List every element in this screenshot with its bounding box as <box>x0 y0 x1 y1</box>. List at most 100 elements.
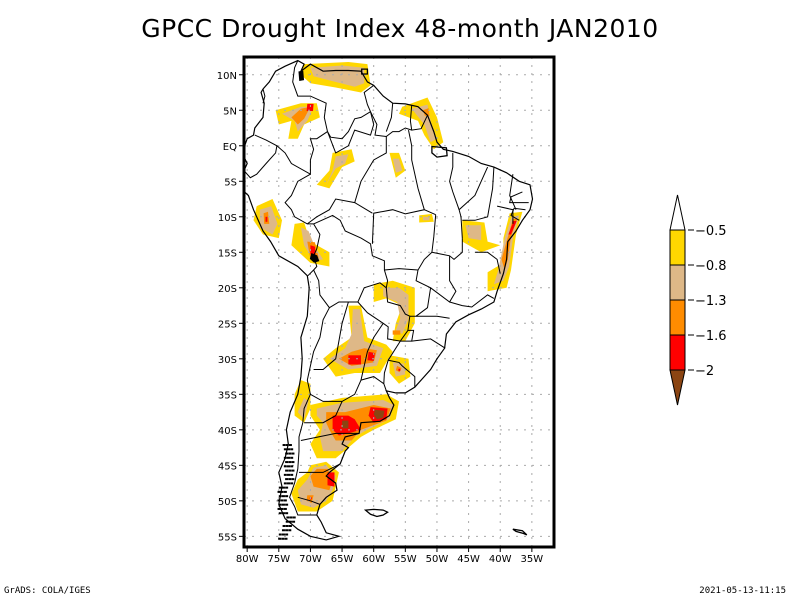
country-border <box>458 166 489 239</box>
country-border <box>416 315 450 319</box>
archipelago-island <box>281 495 285 498</box>
country-border <box>409 105 413 131</box>
drought-region-peru-north <box>253 199 282 239</box>
drought-region-colombia-north <box>275 103 320 139</box>
archipelago-island <box>281 512 285 515</box>
country-border <box>411 338 446 349</box>
lake-titicaca <box>309 253 320 263</box>
country-border <box>449 294 495 308</box>
lat-tick-label: 10S <box>218 213 237 224</box>
archipelago-island <box>289 516 293 519</box>
country-border <box>300 432 360 441</box>
country-border <box>307 198 373 225</box>
archipelago-island <box>283 456 287 459</box>
archipelago-island <box>278 495 282 498</box>
archipelago-island <box>291 461 295 464</box>
lat-tick-label: 55S <box>218 532 237 543</box>
archipelago-island <box>291 469 295 472</box>
island-falklands <box>363 508 389 518</box>
country-border <box>357 287 411 342</box>
lat-tick-label: 45S <box>218 461 237 472</box>
archipelago-island <box>278 503 282 506</box>
drought-region-amazon-south <box>419 213 434 223</box>
country-border <box>313 214 389 309</box>
drought-region-guianas-coast <box>399 97 444 150</box>
legend-swatch <box>669 299 686 336</box>
archipelago-island <box>283 499 287 502</box>
archipelago-island <box>290 448 294 451</box>
archipelago-island <box>291 478 295 481</box>
archipelago-island <box>284 537 288 540</box>
archipelago-island <box>288 520 292 523</box>
lon-tick-label: 65W <box>331 554 354 565</box>
lon-tick-label: 70W <box>299 554 322 565</box>
country-border <box>327 111 375 154</box>
drought-contour-level-4 <box>310 245 316 256</box>
drought-contour-level-2 <box>411 104 437 143</box>
archipelago-island <box>285 461 289 464</box>
archipelago-island <box>280 507 284 510</box>
archipelago-island <box>283 448 287 451</box>
lon-tick-label: 50W <box>426 554 449 565</box>
archipelago-island <box>277 499 281 502</box>
country-border <box>262 88 266 104</box>
drought-contour-level-2 <box>423 216 430 221</box>
archipelago-island <box>288 478 292 481</box>
archipelago-island <box>287 448 291 451</box>
legend-swatch <box>669 264 686 301</box>
drought-region-amazon-north <box>389 152 406 178</box>
coastline <box>244 59 534 541</box>
archipelago-island <box>285 452 289 455</box>
drought-contour-level-4 <box>398 368 401 371</box>
drought-region-amazon-central <box>316 149 355 189</box>
legend-swatch <box>669 229 686 266</box>
legend-label: −0.8 <box>695 259 727 274</box>
lon-tick-label: 60W <box>362 554 385 565</box>
archipelago-island <box>282 444 286 447</box>
archipelago-island <box>290 473 294 476</box>
lat-tick-label: 30S <box>218 355 237 366</box>
archipelago-island <box>285 524 289 527</box>
archipelago-island <box>290 482 294 485</box>
drought-region-pantanal <box>373 280 415 342</box>
country-border <box>276 131 328 176</box>
archipelago-island <box>286 516 290 519</box>
drought-fill-layer <box>253 62 523 512</box>
country-border <box>354 136 387 203</box>
archipelago-island <box>285 444 289 447</box>
country-border <box>509 191 529 204</box>
axes: 80W 75W 70W 65W 60W 55W 50W 45W 40W 35W 10N 5N EQ 5S 1… <box>217 71 543 565</box>
country-border <box>370 111 428 138</box>
drought-contour-level-2 <box>383 287 409 334</box>
country-border <box>509 174 517 210</box>
archipelago-island <box>285 486 289 489</box>
country-border <box>304 401 343 424</box>
archipelago-island <box>288 469 292 472</box>
lat-tick-label: 50S <box>218 497 237 508</box>
archipelago-island <box>285 512 289 515</box>
drought-region-pampas-patagonia-north <box>310 394 399 459</box>
archipelago-island <box>290 465 294 468</box>
archipelago-island <box>281 503 285 506</box>
country-border <box>388 359 416 388</box>
archipelago-island <box>288 444 292 447</box>
drought-contour-level-3 <box>423 108 430 116</box>
chart-title: GPCC Drought Index 48-month JAN2010 <box>141 14 659 43</box>
drought-contour-level-2 <box>326 154 349 185</box>
archipelago-island <box>285 533 289 536</box>
country-border <box>474 251 501 274</box>
drought-region-uruguay-south-brazil <box>389 355 411 384</box>
lon-tick-label: 80W <box>236 554 259 565</box>
lon-tick-label: 40W <box>489 554 512 565</box>
plot-frame <box>242 55 556 549</box>
archipelago-island <box>278 533 282 536</box>
lat-tick-label: 40S <box>218 426 237 437</box>
country-border <box>431 238 463 261</box>
lat-tick-label: 5S <box>224 177 237 188</box>
archipelago-island <box>285 529 289 532</box>
lat-tick-label: 25S <box>218 319 237 330</box>
country-border <box>284 173 314 225</box>
archipelago-island <box>283 490 287 493</box>
archipelago-island <box>287 456 291 459</box>
drought-region-venezuela-north <box>300 62 371 93</box>
